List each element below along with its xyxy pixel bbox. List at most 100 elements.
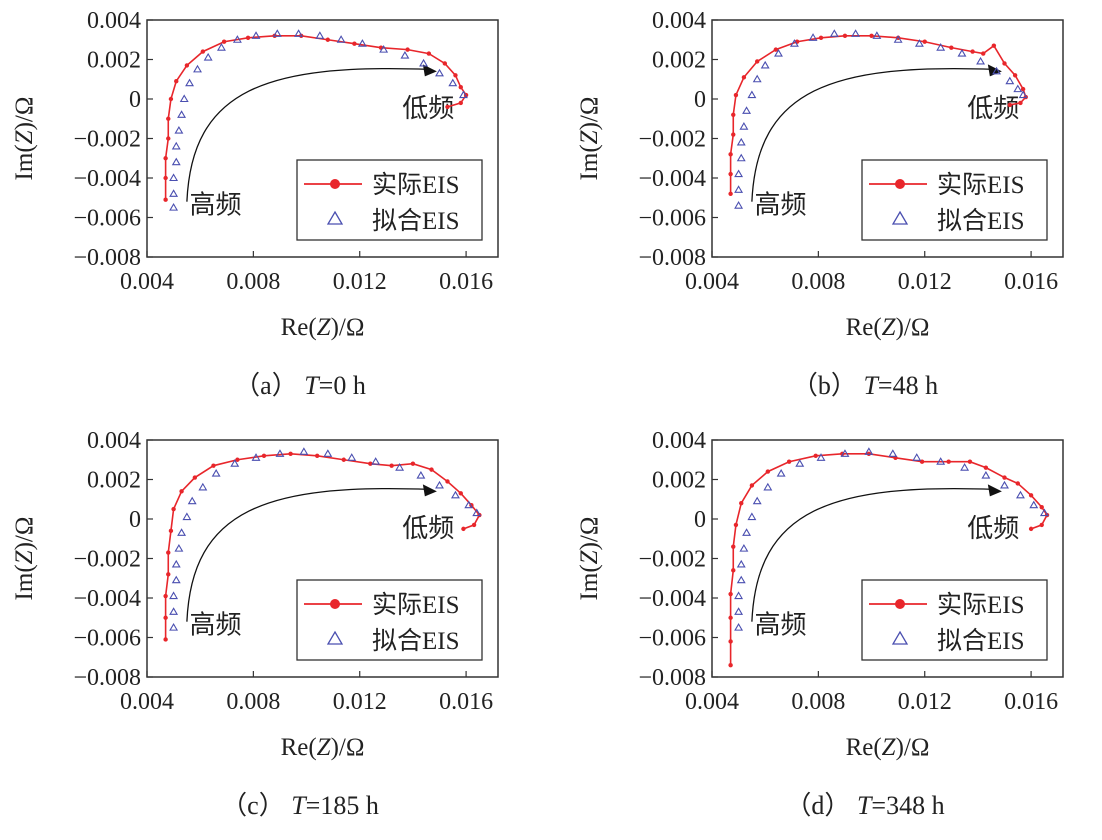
data-point	[842, 33, 848, 38]
data-point	[471, 522, 477, 528]
y-axis-label: Im(Z)/Ω	[576, 97, 603, 181]
data-point	[232, 35, 242, 43]
data-point	[1018, 100, 1023, 106]
legend-marker-fitted	[326, 210, 344, 225]
data-point	[981, 51, 986, 56]
data-point	[893, 35, 903, 43]
data-point	[976, 56, 986, 65]
y-axis-label-part: )/Ω	[576, 517, 603, 551]
data-point	[992, 66, 1001, 75]
data-point	[371, 457, 381, 465]
caption-variable: T	[850, 791, 872, 820]
x-tick-label: 0.012	[898, 269, 952, 295]
data-point	[808, 33, 818, 41]
data-point	[742, 106, 752, 114]
y-tick-label: −0.006	[73, 626, 141, 652]
data-point	[174, 126, 184, 134]
data-point	[733, 522, 739, 528]
data-point	[419, 58, 429, 67]
legend: 实际EIS 拟合EIS	[296, 579, 483, 661]
data-point	[795, 459, 805, 467]
data-point	[448, 78, 458, 87]
y-tick-label: −0.006	[638, 206, 706, 232]
data-point	[734, 591, 744, 600]
data-point	[912, 453, 922, 461]
data-point	[182, 512, 192, 521]
data-point	[747, 90, 757, 99]
data-point	[171, 575, 181, 584]
data-point	[728, 639, 733, 644]
data-point	[198, 482, 208, 491]
series-fitted	[169, 29, 468, 211]
x-tick-label: 0.004	[685, 689, 739, 715]
data-point	[960, 463, 970, 471]
data-point	[389, 463, 394, 468]
data-point	[840, 449, 850, 457]
data-point	[442, 61, 448, 66]
caption-label: （c）	[221, 791, 285, 820]
legend-label-measured: 实际EIS	[372, 591, 460, 619]
panel-caption: （a） T=0 h	[0, 365, 600, 402]
data-point	[741, 75, 747, 80]
data-point	[169, 591, 179, 600]
data-point	[171, 506, 176, 512]
data-point	[734, 201, 744, 209]
x-axis-label-part: Z	[317, 734, 332, 761]
data-point	[922, 39, 927, 44]
data-point	[193, 64, 202, 73]
annotation-low-frequency: 低频	[402, 514, 454, 543]
data-point	[731, 568, 736, 573]
y-tick-label: −0.004	[73, 586, 141, 612]
caption-value: =48 h	[877, 371, 939, 400]
caption-variable: T	[856, 371, 878, 400]
y-axis-label-part: )/Ω	[11, 517, 38, 551]
data-point	[734, 623, 744, 631]
data-point	[179, 94, 189, 103]
legend-label-measured: 实际EIS	[372, 171, 460, 199]
data-point	[458, 491, 463, 496]
x-axis-label-part: Re(	[846, 314, 882, 341]
data-point	[429, 467, 434, 472]
x-tick-label: 0.004	[120, 689, 174, 715]
data-point	[949, 45, 954, 50]
legend-marker-measured	[330, 179, 340, 189]
data-point	[341, 457, 346, 462]
data-point	[739, 501, 744, 506]
data-point	[752, 74, 762, 83]
data-point	[171, 559, 181, 568]
x-axis-label: Re(Z)/Ω	[846, 314, 930, 341]
data-point	[458, 84, 463, 90]
data-point	[818, 35, 824, 40]
data-point	[1028, 526, 1034, 532]
caption-value: =0 h	[318, 371, 366, 400]
data-point	[1015, 481, 1020, 486]
y-tick-label: 0.004	[652, 428, 706, 454]
panel-caption: （d） T=348 h	[565, 785, 1102, 822]
legend-label-measured: 实际EIS	[937, 171, 1025, 199]
data-point	[169, 203, 179, 211]
data-point	[739, 544, 749, 552]
annotation-low-frequency: 低频	[402, 94, 454, 123]
data-point	[261, 453, 267, 458]
y-tick-label: −0.006	[638, 626, 706, 652]
data-point	[1039, 504, 1044, 510]
data-point	[1005, 76, 1015, 85]
data-point	[774, 48, 783, 57]
data-point	[272, 29, 282, 37]
y-tick-label: −0.008	[638, 665, 706, 691]
y-tick-label: 0	[694, 507, 706, 533]
data-point	[166, 550, 171, 555]
annotation-high-frequency: 高频	[755, 611, 807, 640]
data-point	[461, 526, 466, 532]
data-point	[221, 39, 227, 44]
y-tick-label: 0.002	[87, 48, 141, 74]
data-point	[405, 47, 410, 52]
x-tick-label: 0.008	[226, 689, 280, 715]
x-axis-label-part: Z	[882, 314, 897, 341]
data-point	[728, 191, 733, 196]
caption-label: （a）	[234, 371, 298, 400]
data-point	[435, 68, 444, 77]
data-point	[789, 39, 799, 47]
data-point	[171, 157, 181, 166]
annotation-low-frequency: 低频	[967, 514, 1019, 543]
